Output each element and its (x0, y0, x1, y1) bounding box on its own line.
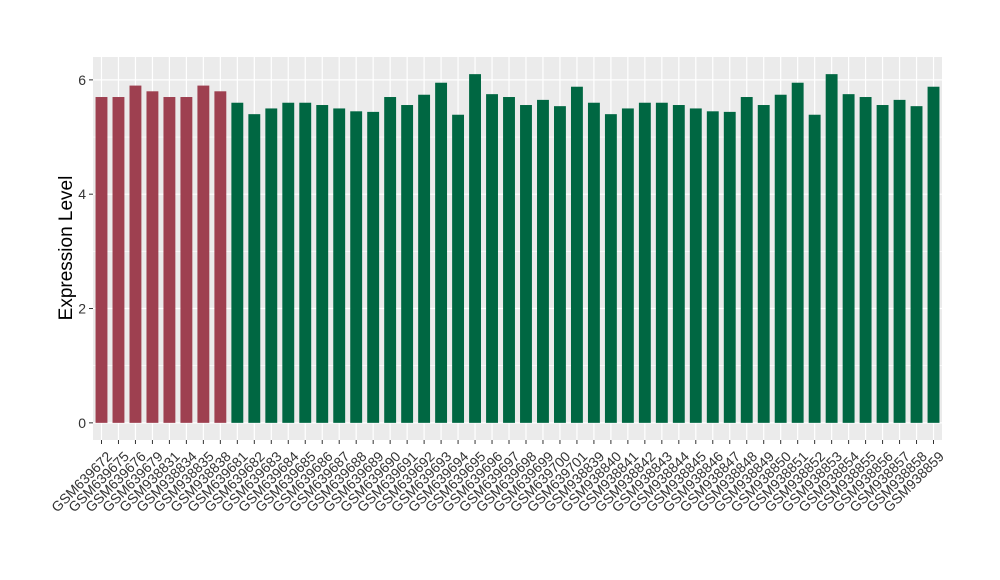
bar (791, 82, 804, 423)
bar (774, 94, 787, 423)
y-tick-label: 2 (78, 301, 86, 317)
bar (520, 105, 532, 423)
y-axis-label: Expression Level (56, 176, 77, 321)
bar (435, 82, 448, 423)
bar (893, 99, 906, 423)
bar (248, 114, 261, 423)
bar (927, 86, 940, 423)
bar (265, 108, 278, 423)
bar (859, 97, 872, 423)
bar (910, 106, 923, 423)
bar (95, 97, 108, 423)
bar (112, 97, 125, 423)
bar (706, 111, 719, 423)
bar (129, 85, 142, 423)
bar (486, 94, 498, 423)
bar (401, 105, 414, 423)
bar (825, 74, 838, 423)
bar (214, 91, 227, 423)
bar (384, 97, 397, 423)
bar (604, 114, 617, 423)
bar (570, 86, 583, 423)
bar (876, 105, 889, 423)
bar (469, 74, 481, 423)
y-tick-label: 4 (78, 186, 86, 202)
bar (638, 102, 651, 423)
bar (621, 108, 634, 423)
y-tick-label: 6 (78, 72, 86, 88)
bar (146, 91, 159, 423)
bar (808, 114, 821, 423)
bar (197, 85, 210, 423)
bar (757, 105, 770, 423)
bar (418, 94, 431, 423)
y-tick-label: 0 (78, 415, 86, 431)
bar (689, 108, 702, 423)
bar (503, 97, 515, 423)
bar (587, 102, 600, 423)
bar (452, 114, 465, 423)
bar (333, 108, 346, 423)
bar (367, 111, 380, 423)
bar (299, 102, 312, 423)
bar (842, 94, 855, 423)
bar (655, 102, 668, 423)
bar (672, 105, 685, 423)
bar (554, 106, 566, 423)
bar (350, 111, 363, 423)
bar (180, 97, 193, 423)
bar (723, 111, 736, 423)
bar (231, 102, 244, 423)
bar (740, 97, 753, 423)
bar (537, 99, 549, 423)
bar (282, 102, 295, 423)
bar (316, 105, 329, 423)
bar (163, 97, 176, 423)
